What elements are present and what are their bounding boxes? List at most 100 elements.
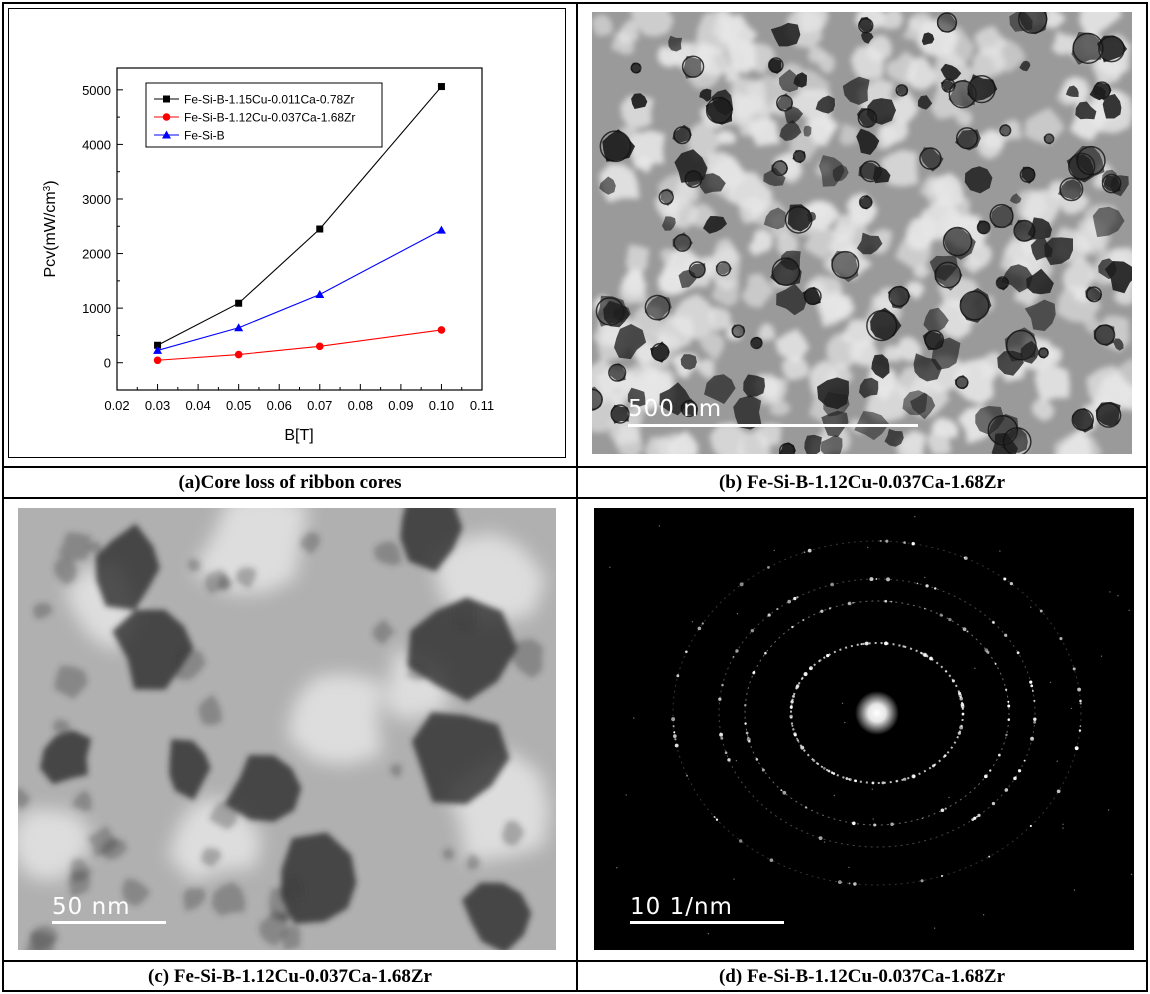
diffraction-spot xyxy=(1007,718,1010,721)
diffraction-spot xyxy=(985,648,989,652)
diffraction-spot xyxy=(764,652,767,655)
diffraction-spot xyxy=(924,608,926,610)
diffraction-spot xyxy=(685,651,688,654)
scalebar-line-d xyxy=(630,921,784,924)
noise-spot xyxy=(736,760,737,761)
diffraction-spot xyxy=(808,549,812,553)
diffraction-spot xyxy=(746,732,749,735)
diffraction-spot xyxy=(1007,701,1009,703)
noise-spot xyxy=(1128,610,1129,611)
dark-grain xyxy=(771,23,801,47)
diffraction-spot xyxy=(912,542,915,545)
scalebar-label-b: 500 nm xyxy=(628,396,722,422)
dark-grain xyxy=(918,95,932,109)
noise-spot xyxy=(616,867,617,868)
diffraction-spot xyxy=(675,744,679,748)
diffraction-spot xyxy=(1030,685,1033,688)
diffraction-spot xyxy=(1015,776,1017,778)
dark-speck xyxy=(300,531,320,554)
noise-spot xyxy=(1101,656,1102,657)
noise-spot xyxy=(774,550,775,551)
dark-speck xyxy=(54,665,88,699)
diffraction-spot xyxy=(967,631,969,633)
diffraction-spot xyxy=(902,645,904,647)
diffraction-spot xyxy=(890,823,893,826)
diffraction-spot xyxy=(963,627,967,631)
y-tick-label: 5000 xyxy=(82,83,111,98)
data-point xyxy=(316,343,324,351)
dark-speck xyxy=(212,882,246,916)
caption-c: (c) Fe-Si-B-1.12Cu-0.037Ca-1.68Zr xyxy=(4,962,576,992)
diffraction-spot xyxy=(787,600,791,604)
y-tick-label: 2000 xyxy=(82,247,111,262)
bright-grain xyxy=(839,123,859,146)
diffraction-spot xyxy=(958,732,961,735)
diffraction-spot xyxy=(800,746,804,750)
dark-speck xyxy=(72,790,92,811)
noise-spot xyxy=(922,818,923,819)
diffraction-spot xyxy=(802,619,804,621)
diffraction-spot xyxy=(1077,688,1081,692)
x-tick-label: 0.05 xyxy=(226,398,251,413)
diffraction-spot xyxy=(961,703,965,707)
x-axis-label: B[T] xyxy=(284,427,313,444)
diffraction-spot xyxy=(801,678,803,680)
dark-speck xyxy=(54,557,77,585)
y-tick-label: 4000 xyxy=(82,137,111,152)
noise-spot xyxy=(983,914,984,915)
x-tick-label: 0.11 xyxy=(470,398,494,413)
noise-spot xyxy=(948,797,949,798)
noise-spot xyxy=(1030,606,1031,607)
series-2 xyxy=(154,326,445,364)
tem-micrograph-c xyxy=(18,508,556,950)
diffraction-spot xyxy=(941,875,943,877)
diffraction-spot xyxy=(739,839,742,842)
caption-a: (a)Core loss of ribbon cores xyxy=(4,468,576,498)
bright-grain xyxy=(1079,12,1122,35)
bright-grain xyxy=(1051,31,1074,54)
diffraction-spot xyxy=(828,770,830,772)
diffraction-spot xyxy=(989,769,991,771)
diffraction-spot xyxy=(789,715,793,719)
bright-grain xyxy=(696,359,715,379)
series-line xyxy=(158,330,442,360)
scalebar-line-c xyxy=(52,921,166,924)
diffraction-spot xyxy=(838,880,842,884)
bright-grain xyxy=(782,354,810,380)
dark-particle xyxy=(96,524,160,611)
data-point xyxy=(235,300,242,307)
diffraction-spot xyxy=(964,556,968,560)
diffraction-spot xyxy=(809,666,813,670)
diffraction-spot xyxy=(831,771,833,773)
diffraction-spot xyxy=(921,879,924,882)
diffraction-spot xyxy=(1005,689,1007,691)
diffraction-spot xyxy=(971,818,974,821)
diffraction-spot xyxy=(720,737,723,740)
diffraction-spot xyxy=(796,738,798,740)
caption-b: (b) Fe-Si-B-1.12Cu-0.037Ca-1.68Zr xyxy=(578,468,1146,498)
diffraction-spot xyxy=(912,774,916,778)
dark-grain xyxy=(965,166,993,193)
diffraction-spot xyxy=(929,657,933,661)
diffraction-spot xyxy=(884,641,888,645)
diffraction-spot xyxy=(1007,704,1010,707)
bright-grain xyxy=(592,15,613,37)
x-tick-label: 0.04 xyxy=(185,398,210,413)
dark-grain xyxy=(743,374,765,397)
noise-spot xyxy=(934,928,935,929)
dark-grain xyxy=(1093,207,1125,237)
noise-spot xyxy=(834,795,835,796)
diffraction-spot xyxy=(823,767,826,770)
diffraction-spot xyxy=(798,741,800,743)
diffraction-spot xyxy=(830,583,834,587)
diffraction-spot xyxy=(1024,760,1026,762)
legend-marker xyxy=(163,96,170,103)
diffraction-spot xyxy=(805,806,807,808)
diffraction-spot xyxy=(869,577,873,581)
dark-speck xyxy=(199,694,223,725)
y-tick-label: 3000 xyxy=(82,192,111,207)
bright-grain xyxy=(699,332,725,361)
diffraction-spot xyxy=(1073,667,1076,670)
noise-spot xyxy=(1117,595,1118,596)
data-point xyxy=(437,226,446,234)
